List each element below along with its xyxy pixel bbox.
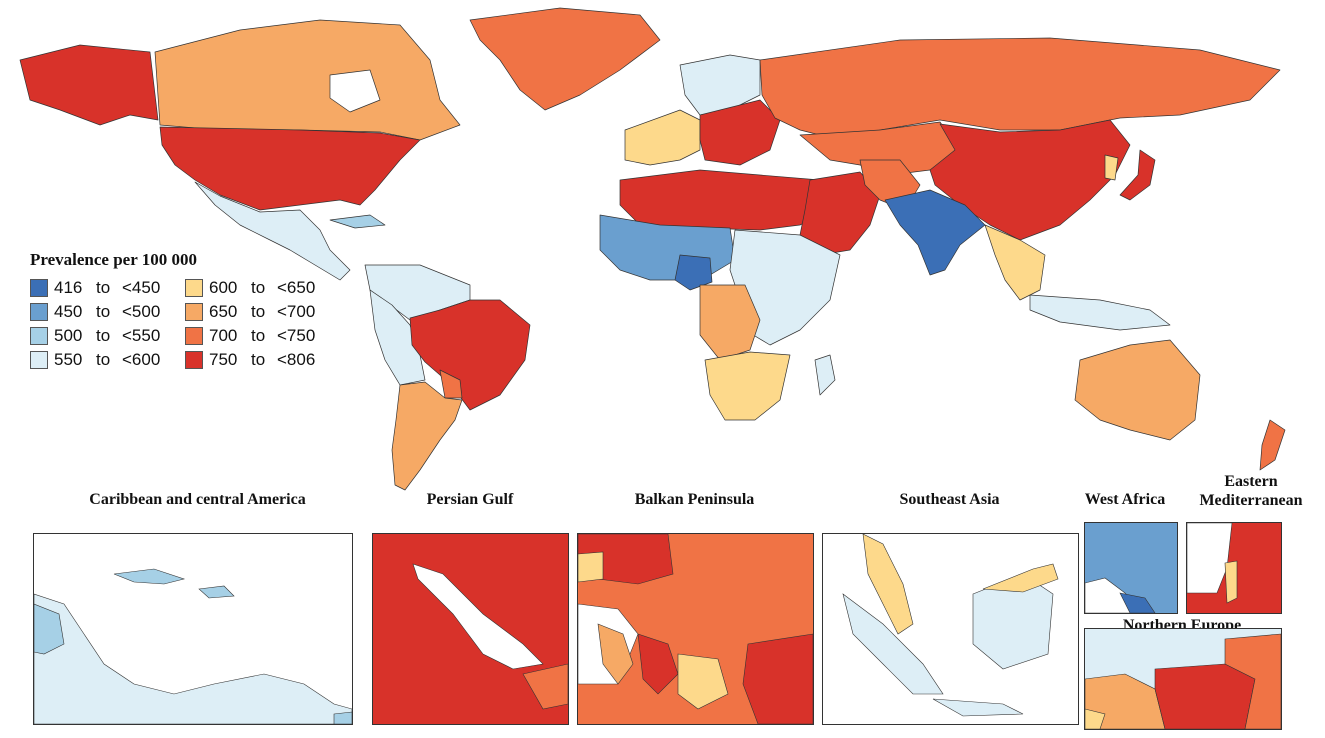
inset-title-east-med-line1: Eastern bbox=[1224, 473, 1278, 490]
legend-swatch bbox=[185, 327, 203, 345]
region-indonesia bbox=[1029, 294, 1171, 331]
inset-caribbean-map bbox=[34, 534, 352, 724]
inset-northern-europe-map bbox=[1085, 629, 1281, 729]
region-russia bbox=[759, 37, 1281, 141]
inset-title-west-africa: West Africa bbox=[1084, 491, 1166, 508]
legend-from: 600 bbox=[209, 278, 238, 297]
inset-title-persian-gulf: Persian Gulf bbox=[426, 491, 514, 508]
legend-from: 450 bbox=[54, 302, 83, 321]
legend-sep: to bbox=[96, 350, 111, 369]
legend-sep: to bbox=[251, 350, 266, 369]
region-western-europe bbox=[624, 109, 701, 166]
legend-item: 450 to <500 bbox=[30, 300, 185, 324]
inset-title-balkan: Balkan Peninsula bbox=[634, 491, 755, 508]
legend-to: <750 bbox=[277, 326, 316, 345]
inset-title-east-med-line2: Mediterranean bbox=[1199, 492, 1303, 509]
legend-item: 600 to <650 bbox=[185, 276, 345, 300]
region-argentina bbox=[391, 381, 463, 491]
inset-title-caribbean: Caribbean and central America bbox=[89, 491, 306, 508]
inset-west-africa bbox=[1084, 522, 1178, 614]
legend-sep: to bbox=[251, 278, 266, 297]
region-eastern-europe bbox=[699, 99, 781, 166]
legend-item: 750 to <806 bbox=[185, 348, 345, 372]
inset-northern-europe bbox=[1084, 628, 1282, 730]
region-china bbox=[929, 119, 1131, 241]
legend: Prevalence per 100 000 416 to <450 600 to <6… bbox=[30, 250, 370, 372]
region-scandinavia bbox=[679, 54, 761, 116]
legend-item: 650 to <700 bbox=[185, 300, 345, 324]
region-alaska bbox=[19, 44, 159, 126]
legend-sep: to bbox=[251, 326, 266, 345]
inset-title-southeast-asia: Southeast Asia bbox=[899, 491, 1000, 508]
inset-southeast-asia-map bbox=[823, 534, 1078, 724]
legend-to: <700 bbox=[277, 302, 316, 321]
legend-to: <500 bbox=[122, 302, 161, 321]
legend-to: <806 bbox=[277, 350, 316, 369]
legend-title: Prevalence per 100 000 bbox=[30, 250, 197, 269]
legend-from: 550 bbox=[54, 350, 83, 369]
legend-from: 500 bbox=[54, 326, 83, 345]
legend-sep: to bbox=[251, 302, 266, 321]
region-greenland bbox=[469, 7, 661, 111]
region-india bbox=[884, 189, 986, 276]
legend-to: <450 bbox=[122, 278, 161, 297]
inset-balkan-map bbox=[578, 534, 813, 724]
legend-sep: to bbox=[96, 326, 111, 345]
legend-swatch bbox=[30, 351, 48, 369]
region-central-africa bbox=[699, 284, 761, 361]
inset-caribbean bbox=[33, 533, 353, 725]
legend-swatch bbox=[185, 303, 203, 321]
inset-east-med-map bbox=[1187, 523, 1281, 613]
legend-item: 700 to <750 bbox=[185, 324, 345, 348]
legend-to: <600 bbox=[122, 350, 161, 369]
inset-east-med bbox=[1186, 522, 1282, 614]
legend-from: 650 bbox=[209, 302, 238, 321]
inset-balkan bbox=[577, 533, 814, 725]
region-japan bbox=[1119, 149, 1156, 201]
legend-item: 550 to <600 bbox=[30, 348, 185, 372]
inset-persian-gulf-map bbox=[373, 534, 568, 724]
legend-swatch bbox=[30, 303, 48, 321]
legend-swatch bbox=[30, 279, 48, 297]
legend-sep: to bbox=[96, 278, 111, 297]
legend-to: <550 bbox=[122, 326, 161, 345]
region-southern-africa bbox=[704, 351, 791, 421]
legend-item: 416 to <450 bbox=[30, 276, 185, 300]
legend-from: 750 bbox=[209, 350, 238, 369]
inset-southeast-asia bbox=[822, 533, 1079, 725]
region-brazil bbox=[409, 299, 531, 411]
legend-from: 416 bbox=[54, 278, 83, 297]
region-australia bbox=[1074, 339, 1201, 441]
legend-to: <650 bbox=[277, 278, 316, 297]
inset-persian-gulf bbox=[372, 533, 569, 725]
region-canada bbox=[154, 19, 461, 141]
inset-west-africa-map bbox=[1085, 523, 1177, 613]
legend-sep: to bbox=[96, 302, 111, 321]
legend-swatch bbox=[185, 279, 203, 297]
inset-title-east-med: Eastern Mediterranean bbox=[1180, 472, 1322, 510]
region-north-africa bbox=[619, 169, 831, 231]
legend-from: 700 bbox=[209, 326, 238, 345]
legend-item: 500 to <550 bbox=[30, 324, 185, 348]
region-peru bbox=[369, 289, 426, 386]
legend-swatch bbox=[185, 351, 203, 369]
region-mexico bbox=[194, 181, 351, 281]
region-usa bbox=[159, 126, 421, 211]
legend-swatch bbox=[30, 327, 48, 345]
